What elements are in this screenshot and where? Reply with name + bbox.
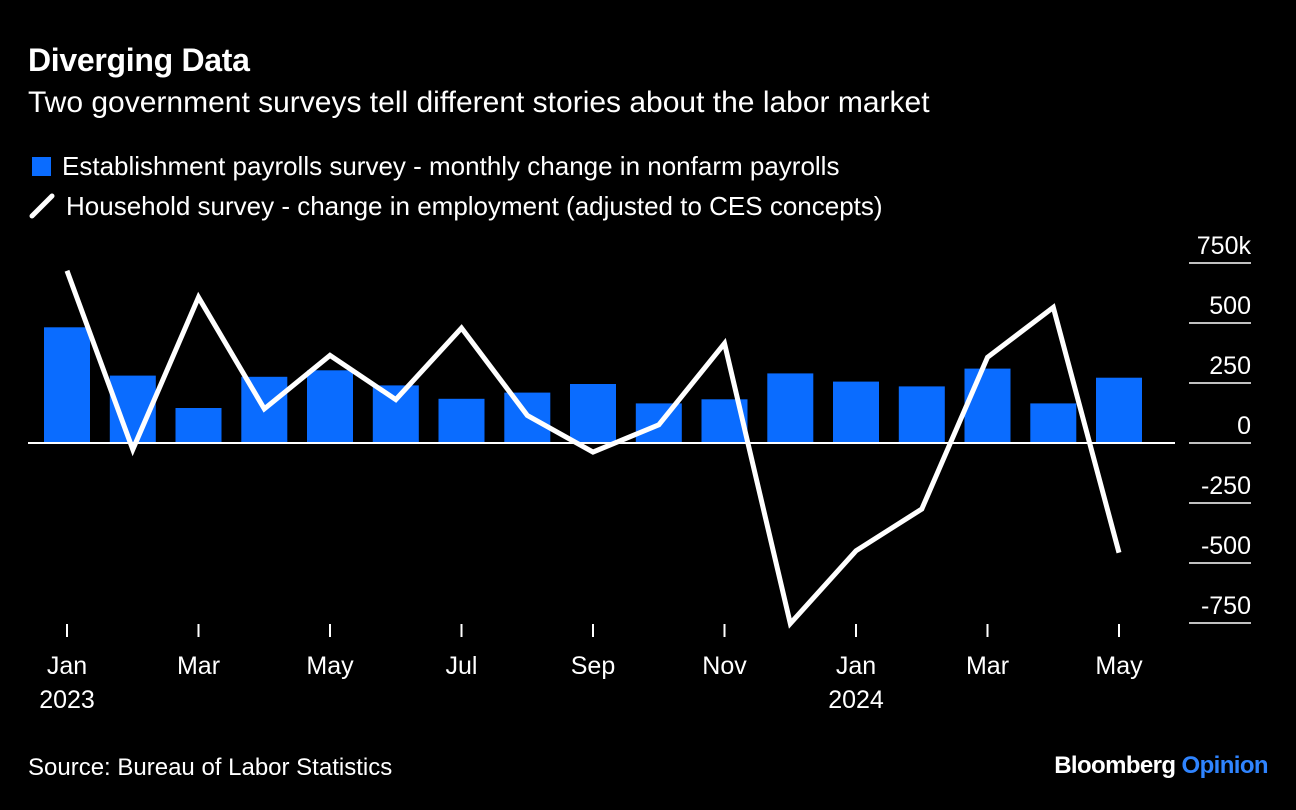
x-tick-label-2024-01: Jan — [836, 652, 876, 680]
bar-2024-01 — [833, 381, 879, 443]
bar-2024-05 — [1096, 377, 1142, 443]
brand-main: Bloomberg — [1054, 752, 1176, 779]
x-tick-label-2024-05: May — [1095, 652, 1143, 680]
bar-2023-07 — [438, 398, 485, 443]
legend-item-household: Household survey - change in employment … — [28, 188, 883, 224]
x-tick-label-2023-01: Jan — [47, 652, 87, 680]
bar-2023-06 — [372, 385, 419, 443]
bar-2023-03 — [175, 408, 222, 443]
y-tick-label-250: 250 — [1209, 352, 1251, 380]
y-tick-label-750: 750k — [1197, 232, 1252, 260]
chart-subtitle: Two government surveys tell different st… — [28, 86, 930, 119]
bar-2024-02 — [898, 386, 945, 443]
source-note: Source: Bureau of Labor Statistics — [28, 754, 393, 781]
brand-logo: Bloomberg Opinion — [1054, 752, 1268, 780]
y-tick-label--500: -500 — [1201, 532, 1251, 560]
y-tick-label-0: 0 — [1237, 412, 1251, 440]
legend-label-household: Household survey - change in employment … — [66, 190, 883, 221]
legend-bar-swatch — [32, 156, 51, 176]
x-tick-label-2023-09: Sep — [571, 652, 615, 680]
household-series-line — [64, 269, 1122, 629]
x-tick-label-2023-03: Mar — [177, 652, 220, 680]
x-tick-label-2024-03: Mar — [966, 652, 1009, 680]
x-year-label-2023-01: 2023 — [39, 686, 95, 714]
y-tick-label--750: -750 — [1201, 592, 1251, 620]
legend-label-establishment: Establishment payrolls survey - monthly … — [62, 150, 840, 181]
y-tick-label--250: -250 — [1201, 472, 1251, 500]
bar-2024-03 — [964, 368, 1011, 443]
legend-line-swatch — [29, 193, 55, 219]
bar-2023-05 — [307, 370, 353, 443]
bar-2023-12 — [767, 373, 814, 443]
brand-accent: Opinion — [1181, 752, 1269, 779]
bar-2023-09 — [570, 384, 616, 443]
legend-item-establishment: Establishment payrolls survey - monthly … — [28, 148, 883, 184]
x-tick-label-2023-07: Jul — [446, 652, 478, 680]
y-tick-label-500: 500 — [1209, 292, 1251, 320]
x-year-label-2024-01: 2024 — [828, 686, 884, 714]
legend: Establishment payrolls survey - monthly … — [28, 148, 883, 228]
x-tick-label-2023-11: Nov — [702, 652, 747, 680]
bar-2023-01 — [44, 327, 90, 443]
x-tick-label-2023-05: May — [306, 652, 354, 680]
bar-2024-04 — [1030, 403, 1077, 443]
chart-title: Diverging Data — [28, 42, 250, 78]
